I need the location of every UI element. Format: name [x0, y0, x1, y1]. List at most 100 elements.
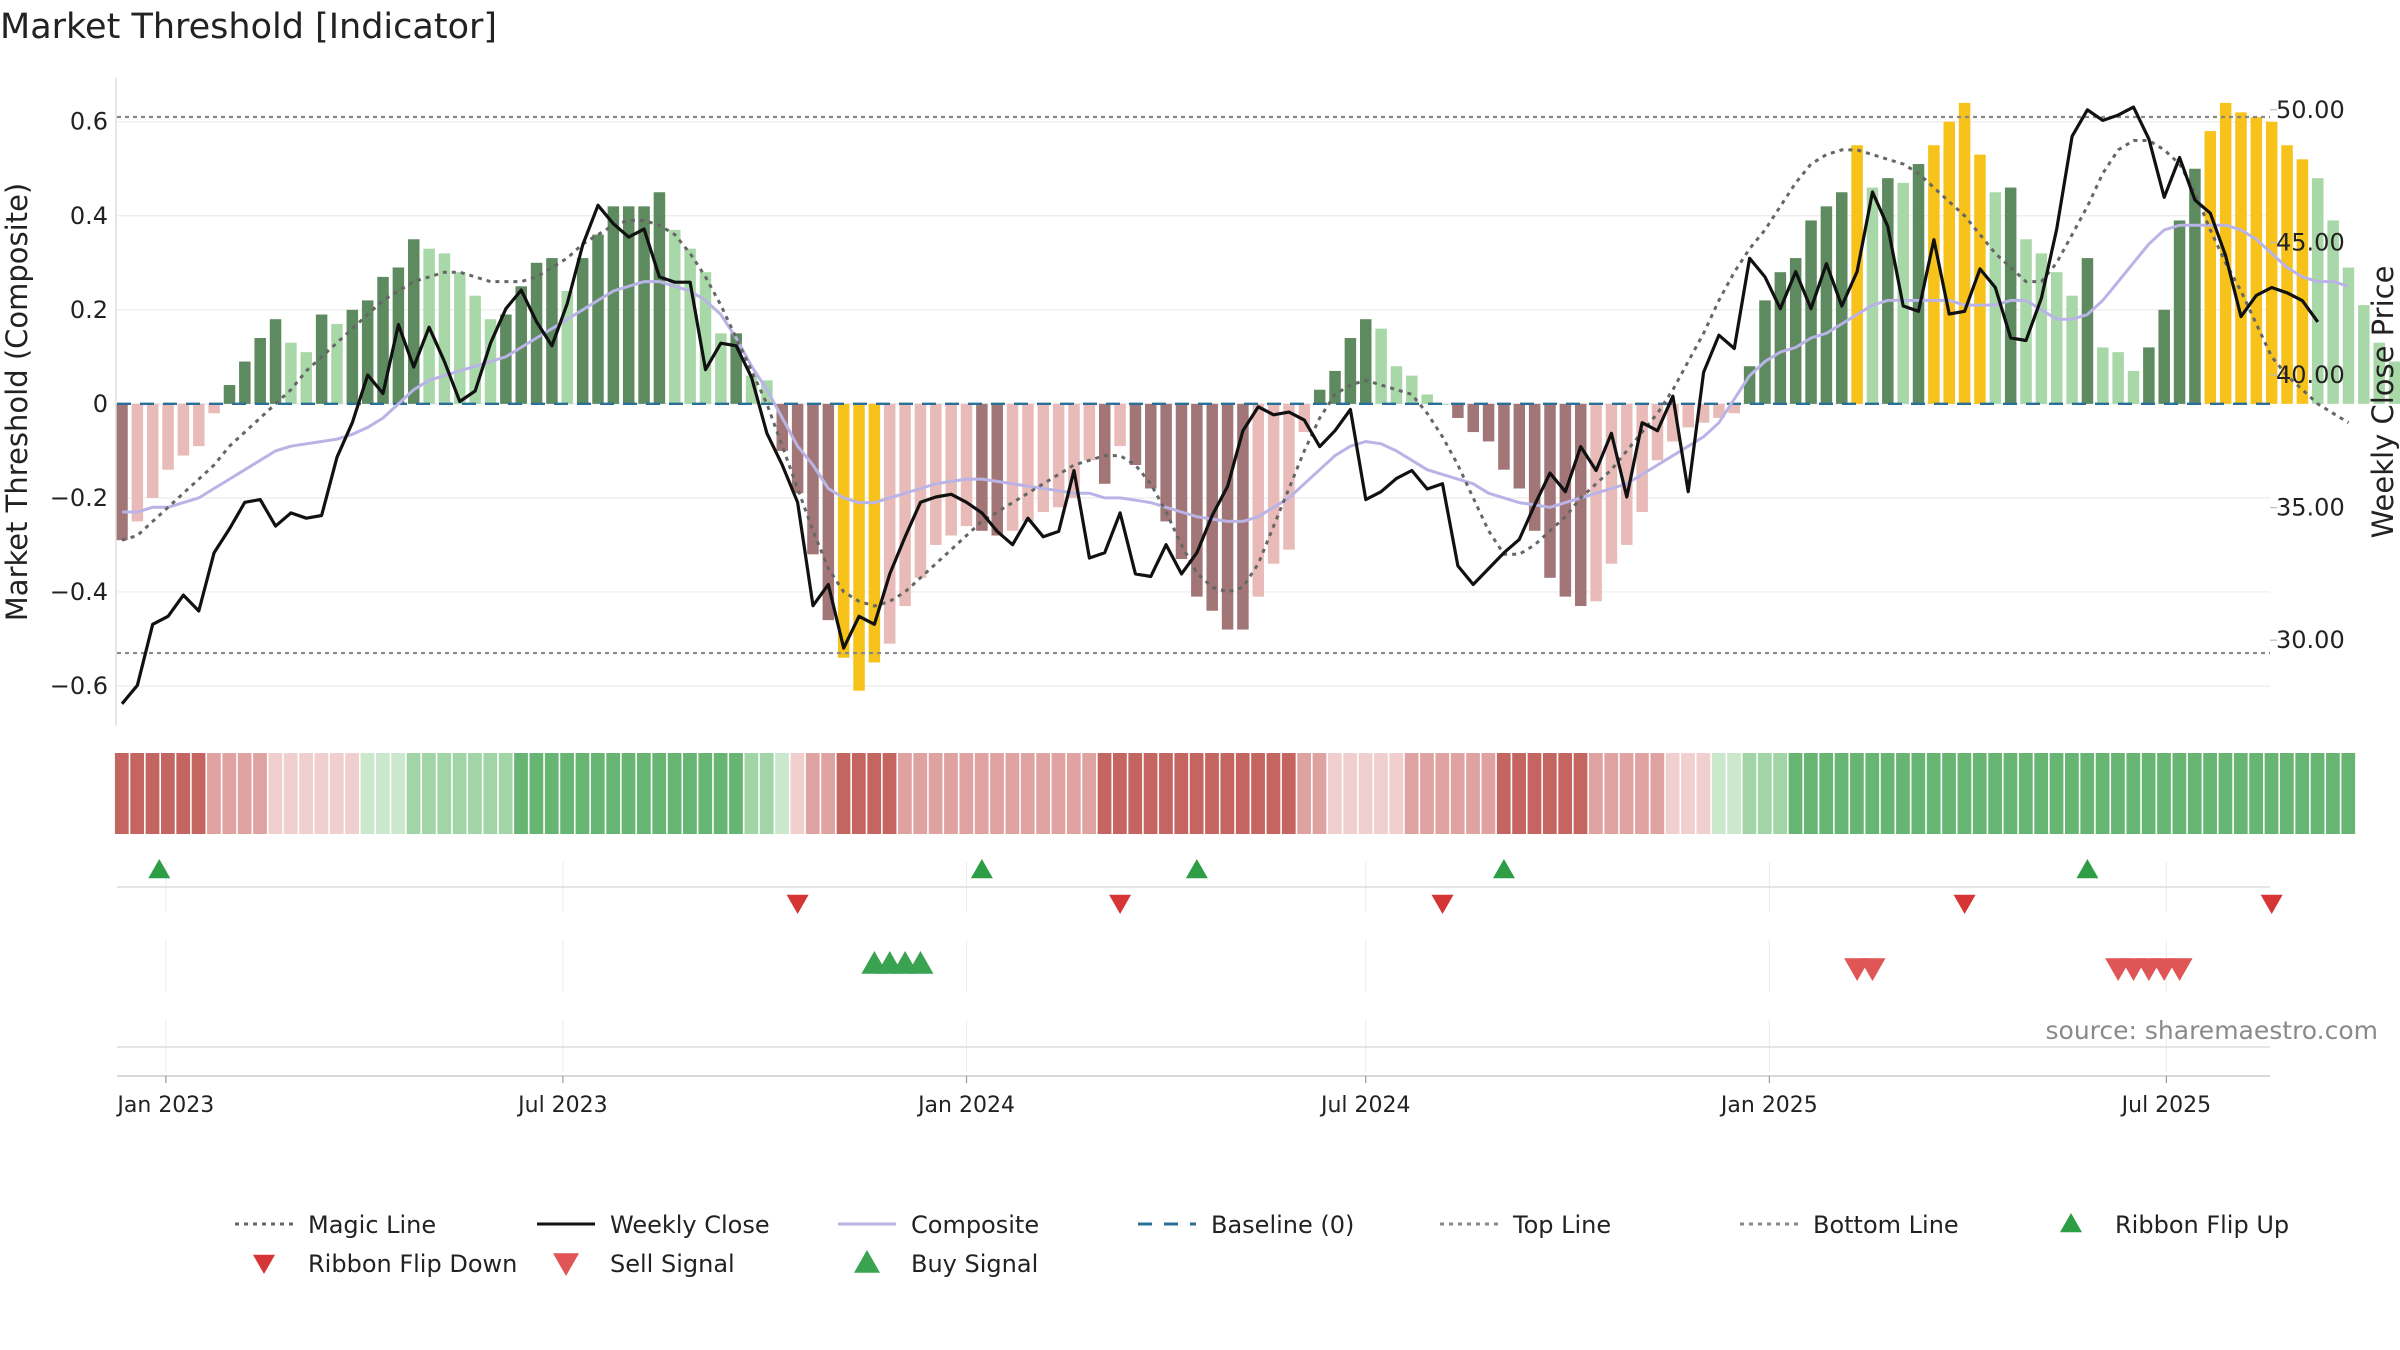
trend-ribbon	[114, 753, 2356, 834]
composite-bar	[1114, 403, 1126, 447]
composite-bar	[1467, 403, 1479, 433]
composite-bar	[1774, 272, 1787, 404]
ribbon-cell	[1404, 753, 1419, 834]
composite-bar	[269, 319, 282, 404]
composite-bar	[1574, 403, 1587, 607]
composite-bar	[2035, 253, 2048, 404]
composite-bar	[1267, 403, 1280, 564]
ribbon-cell	[621, 753, 636, 834]
ribbon-flip-up-marker	[1492, 859, 1515, 879]
composite-bar	[837, 403, 850, 658]
composite-bar	[960, 403, 973, 527]
ribbon-cell	[345, 753, 360, 834]
composite-bar	[2281, 145, 2293, 404]
composite-bar	[1068, 403, 1080, 498]
ribbon-cell	[1865, 753, 1880, 834]
composite-bar	[361, 300, 374, 404]
composite-bar	[1329, 370, 1341, 404]
ribbon-cell	[452, 753, 467, 834]
x-tick-label: Jan 2023	[115, 1093, 214, 1118]
composite-bar	[377, 276, 389, 404]
ribbon-cell	[1711, 753, 1726, 834]
composite-bar	[699, 272, 712, 404]
ribbon-cell	[1327, 753, 1342, 834]
composite-bar	[1713, 403, 1725, 418]
composite-bar	[822, 403, 835, 621]
composite-bar	[208, 403, 220, 414]
composite-bar	[2020, 239, 2032, 404]
legend-item: Ribbon Flip Up	[2060, 1211, 2289, 1239]
composite-bar	[715, 333, 727, 404]
composite-bar	[254, 338, 266, 404]
ribbon-cell	[1850, 753, 1864, 834]
composite-bar	[1360, 319, 1372, 404]
composite-bar	[1605, 403, 1618, 564]
ribbon-cell	[560, 753, 574, 834]
composite-bar	[1283, 403, 1295, 550]
ribbon-cell	[1389, 753, 1404, 834]
composite-bar	[2296, 159, 2309, 404]
legend: Magic Line Weekly Close Composite Baseline …	[235, 1211, 2289, 1278]
composite-bar	[1559, 403, 1572, 597]
ribbon-cell	[2218, 753, 2233, 834]
composite-bar	[1037, 403, 1050, 512]
ribbon-cell	[2187, 753, 2202, 834]
ribbon-cell	[1972, 753, 1987, 834]
composite-bar	[1836, 192, 1848, 404]
ribbon-cell	[713, 753, 728, 834]
ribbon-cell	[498, 753, 513, 834]
ribbon-cell	[1374, 753, 1388, 834]
ribbon-cell	[636, 753, 651, 834]
composite-line	[122, 223, 2349, 523]
ribbon-cell	[1051, 753, 1066, 834]
ribbon-cell	[1681, 753, 1695, 834]
composite-bar	[515, 286, 527, 404]
ribbon-cell	[898, 753, 912, 834]
ribbon-cell	[1066, 753, 1081, 834]
ribbon-cell	[222, 753, 237, 834]
composite-bar	[853, 403, 865, 691]
ribbon-flip-up-marker	[2076, 859, 2099, 879]
composite-bar	[1129, 403, 1142, 465]
axes: 0.6 0.4 0.2 0 −0.2 −0.4 −0.6 50.00 45.00 40.00 35.…	[50, 78, 2345, 1118]
ribbon-cell	[1312, 753, 1327, 834]
composite-bar	[1344, 338, 1357, 404]
ribbon-cell	[176, 753, 191, 834]
legend-label: Buy Signal	[911, 1250, 1038, 1278]
ribbon-cell	[759, 753, 774, 834]
ribbon-cell	[1573, 753, 1588, 834]
ribbon-cell	[1942, 753, 1956, 834]
ribbon-cell	[990, 753, 1004, 834]
composite-bar	[576, 258, 589, 404]
ribbon-cell	[744, 753, 759, 834]
ribbon-cell	[2326, 753, 2340, 834]
ribbon-cell	[867, 753, 882, 834]
ribbon-cell	[1496, 753, 1511, 834]
chart-title: Market Threshold [Indicator]	[0, 7, 497, 47]
ribbon-cell	[2003, 753, 2018, 834]
composite-bar	[1175, 403, 1188, 560]
ribbon-cell	[575, 753, 590, 834]
ribbon-cell	[1082, 753, 1097, 834]
ribbon-cell	[2111, 753, 2125, 834]
composite-bar	[2342, 267, 2355, 404]
composite-bar	[1390, 366, 1403, 404]
composite-bar	[1882, 178, 1894, 404]
composite-bar	[500, 314, 512, 404]
ribbon-cell	[2141, 753, 2156, 834]
ribbon-cell	[1005, 753, 1020, 834]
ribbon-flip-up-marker	[148, 859, 171, 879]
ribbon-cell	[928, 753, 943, 834]
composite-bar	[561, 291, 574, 404]
composite-bar	[1052, 403, 1065, 508]
ribbon-cell	[1542, 753, 1557, 834]
composite-bar	[1974, 154, 1986, 404]
ribbon-cell	[1251, 753, 1265, 834]
ribbon-cell	[1819, 753, 1834, 834]
ribbon-flip-up-marker	[1185, 859, 1208, 879]
composite-bar	[1482, 403, 1495, 442]
ribbon-cell	[1926, 753, 1941, 834]
y-left-tick-label: −0.2	[50, 484, 108, 512]
ribbon-cell	[1757, 753, 1772, 834]
ribbon-flip-down-marker	[1953, 894, 1976, 914]
